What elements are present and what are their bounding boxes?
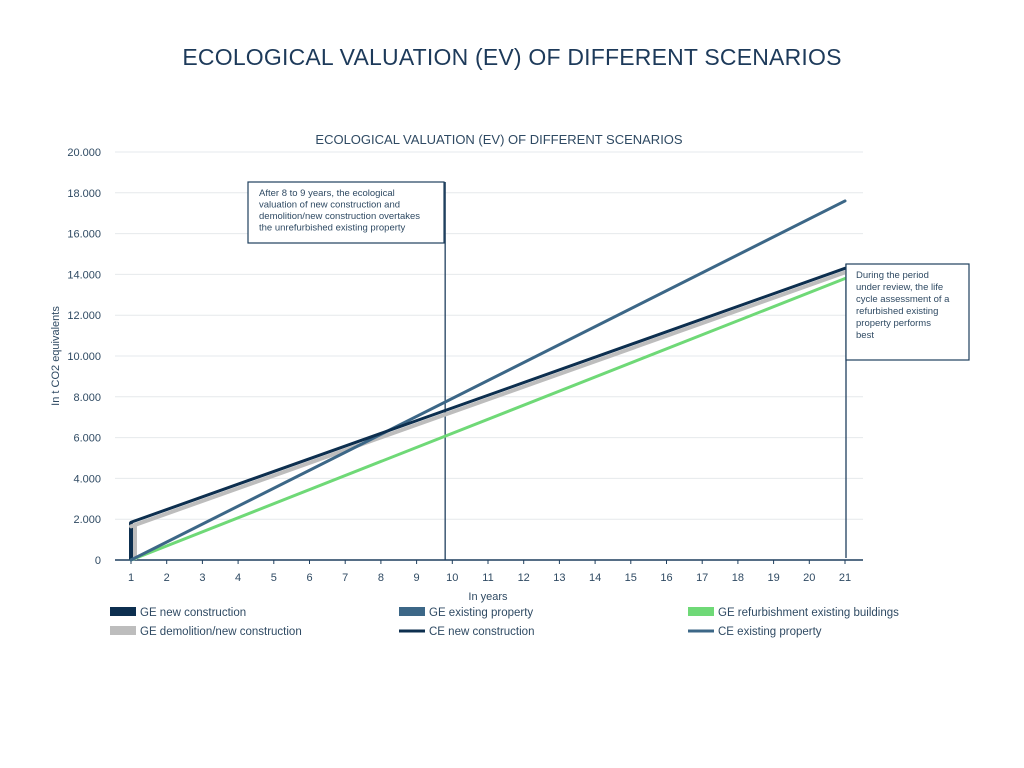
annotation-text-line: property performs bbox=[856, 318, 931, 329]
legend-swatch bbox=[110, 626, 136, 635]
legend-label: CE existing property bbox=[718, 626, 822, 638]
x-tick-label: 3 bbox=[199, 572, 205, 584]
x-tick-label: 20 bbox=[803, 572, 815, 584]
annotation-box bbox=[845, 263, 970, 361]
legend-label: GE demolition/new construction bbox=[140, 626, 302, 638]
legend-swatch bbox=[688, 607, 714, 616]
x-tick-label: 9 bbox=[414, 572, 420, 584]
bar-ge-new-construction bbox=[129, 522, 133, 560]
x-tick-label: 19 bbox=[767, 572, 779, 584]
legend-label: CE new construction bbox=[429, 626, 534, 638]
series-line-ce-refurbishment-existing-buildings bbox=[129, 276, 847, 562]
annotation-text-line: cycle assessment of a bbox=[856, 294, 950, 305]
x-axis-title: In years bbox=[468, 591, 508, 603]
annotation-box bbox=[247, 181, 445, 244]
legend-label: GE new construction bbox=[140, 607, 246, 619]
legend-label: GE refurbishment existing buildings bbox=[718, 607, 899, 619]
x-tick-label: 4 bbox=[235, 572, 241, 584]
y-tick-label: 18.000 bbox=[67, 188, 101, 200]
y-tick-label: 0 bbox=[95, 555, 101, 567]
series-line-ce-demolition-new-construction bbox=[129, 270, 847, 529]
x-tick-label: 8 bbox=[378, 572, 384, 584]
y-tick-label: 12.000 bbox=[67, 310, 101, 322]
annotation-text-line: During the period bbox=[856, 270, 929, 281]
annotation-text-line: demolition/new construction overtakes bbox=[259, 211, 420, 222]
annotation-text-line: refurbished existing bbox=[856, 306, 938, 317]
series-line-ce-new-construction bbox=[129, 266, 847, 524]
x-tick-label: 2 bbox=[164, 572, 170, 584]
annotations: After 8 to 9 years, the ecologicalvaluat… bbox=[247, 181, 970, 361]
y-tick-label: 14.000 bbox=[67, 269, 101, 281]
y-tick-label: 4.000 bbox=[73, 473, 101, 485]
x-tick-label: 12 bbox=[518, 572, 530, 584]
x-tick-label: 14 bbox=[589, 572, 601, 584]
y-axis: 20.000 18.000 16.000 14.000 12.000 10.000 8.00… bbox=[67, 147, 101, 567]
y-tick-label: 20.000 bbox=[67, 147, 101, 159]
x-tick-label: 16 bbox=[660, 572, 672, 584]
bar-ge-demolition-new-construction bbox=[131, 526, 137, 560]
chart-title: ECOLOGICAL VALUATION (EV) OF DIFFERENT S… bbox=[315, 132, 683, 147]
x-tick-label: 21 bbox=[839, 572, 851, 584]
x-tick-label: 5 bbox=[271, 572, 277, 584]
y-tick-label: 2.000 bbox=[73, 514, 101, 526]
y-tick-label: 16.000 bbox=[67, 229, 101, 241]
grid bbox=[115, 151, 863, 561]
x-axis: 1 2 3 4 5 6 7 8 9 10 11 12 13 14 15 16 17 18 19 20 21 bbox=[128, 560, 851, 584]
x-tick-label: 10 bbox=[446, 572, 458, 584]
y-tick-label: 8.000 bbox=[73, 392, 101, 404]
legend-swatch bbox=[399, 607, 425, 616]
annotation-text-line: under review, the life bbox=[856, 282, 943, 293]
x-tick-label: 15 bbox=[625, 572, 637, 584]
page-title: ECOLOGICAL VALUATION (EV) OF DIFFERENT S… bbox=[182, 44, 842, 70]
legend: GE new construction GE existing property G… bbox=[110, 607, 899, 638]
x-tick-label: 11 bbox=[482, 572, 493, 584]
y-tick-label: 6.000 bbox=[73, 433, 101, 445]
legend-label: GE existing property bbox=[429, 607, 533, 619]
x-tick-label: 1 bbox=[128, 572, 134, 584]
annotation-text-line: After 8 to 9 years, the ecological bbox=[259, 188, 395, 199]
x-tick-label: 7 bbox=[342, 572, 348, 584]
x-tick-label: 17 bbox=[696, 572, 708, 584]
x-tick-label: 6 bbox=[306, 572, 312, 584]
annotation-text-line: valuation of new construction and bbox=[259, 200, 400, 211]
y-tick-label: 10.000 bbox=[67, 351, 101, 363]
annotation-text-line: the unrefurbished existing property bbox=[259, 223, 406, 234]
x-tick-label: 13 bbox=[553, 572, 565, 584]
series bbox=[129, 199, 847, 562]
y-axis-title: In t CO2 equivalents bbox=[50, 306, 62, 406]
legend-swatch bbox=[110, 607, 136, 616]
series-line-ce-existing-property bbox=[129, 199, 847, 562]
annotation-text-line: best bbox=[856, 330, 874, 341]
x-tick-label: 18 bbox=[732, 572, 744, 584]
